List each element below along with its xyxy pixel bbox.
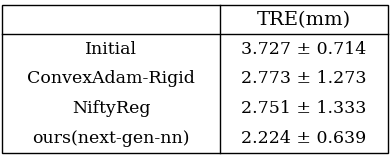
Text: 2.224 ± 0.639: 2.224 ± 0.639 xyxy=(241,130,367,147)
Text: Initial: Initial xyxy=(85,41,137,58)
Text: 2.751 ± 1.333: 2.751 ± 1.333 xyxy=(241,100,367,117)
Text: 2.773 ± 1.273: 2.773 ± 1.273 xyxy=(241,70,367,88)
Text: TRE(mm): TRE(mm) xyxy=(257,11,351,29)
Text: ConvexAdam-Rigid: ConvexAdam-Rigid xyxy=(27,70,195,88)
Text: 3.727 ± 0.714: 3.727 ± 0.714 xyxy=(241,41,367,58)
Text: NiftyReg: NiftyReg xyxy=(72,100,150,117)
Text: ours(next-gen-nn): ours(next-gen-nn) xyxy=(32,130,190,147)
